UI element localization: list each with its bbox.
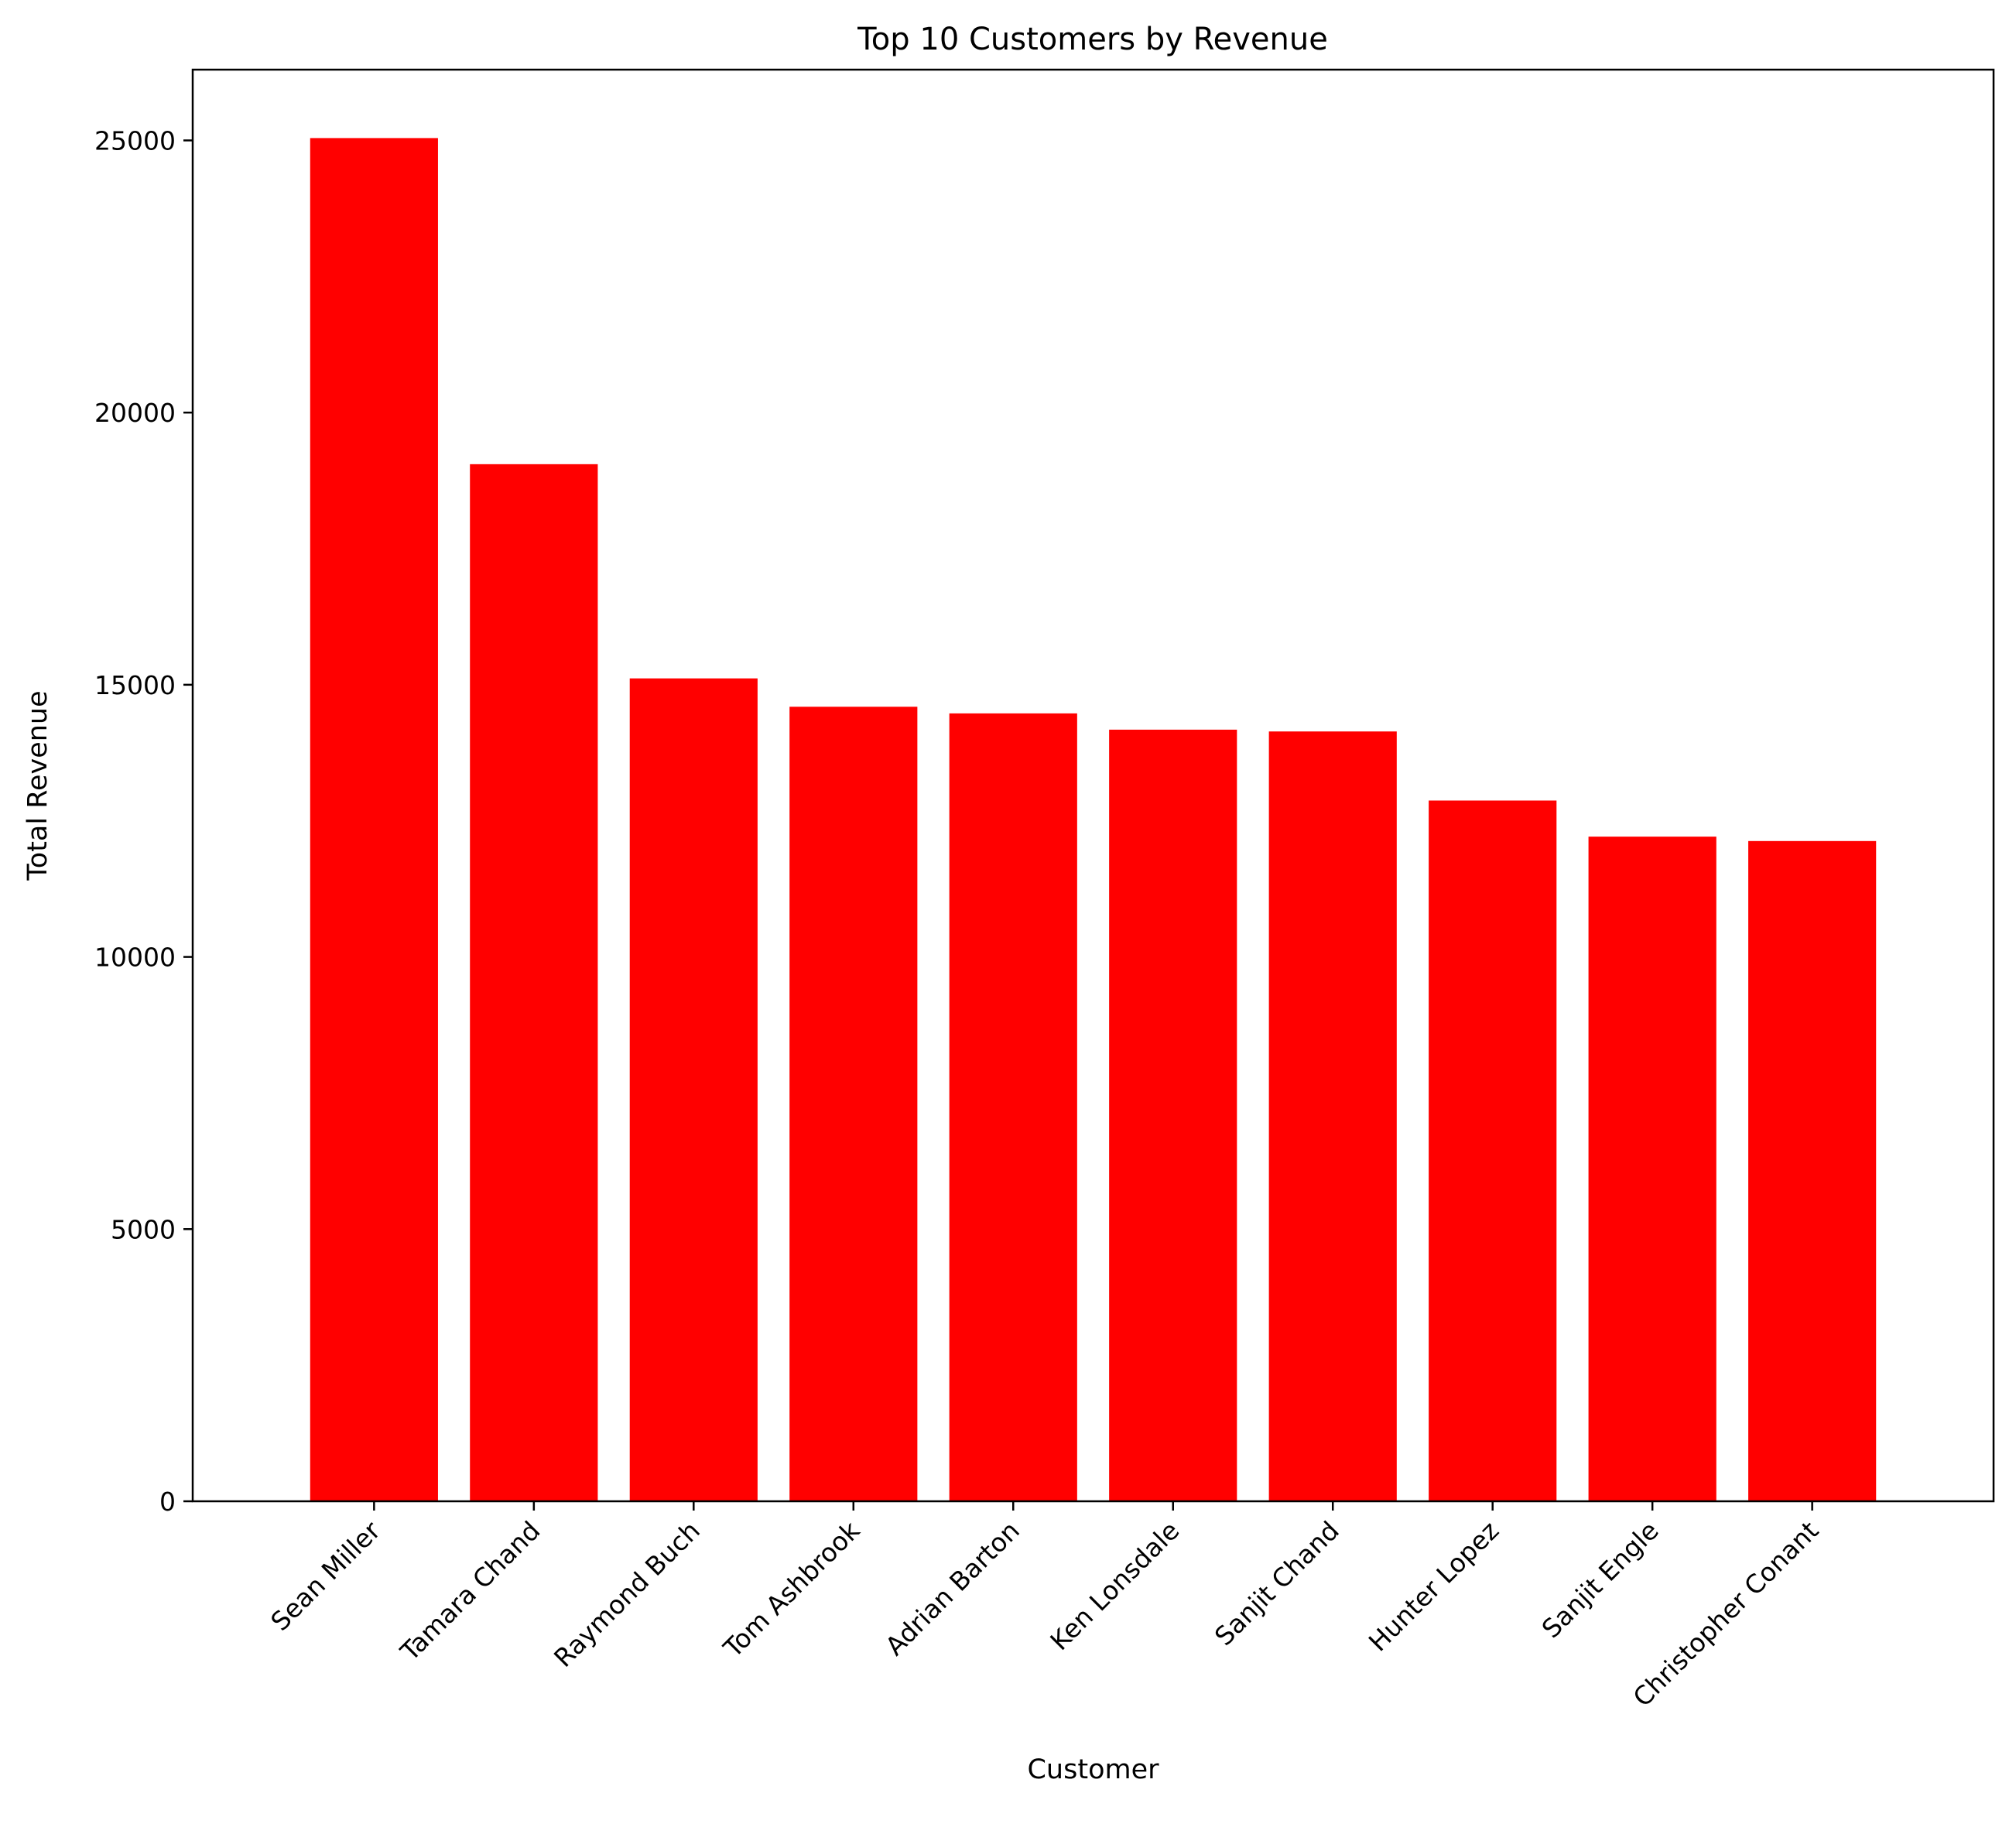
- x-axis-ticks: Sean Miller Tamara Chand Raymond Buch Tom A…: [265, 1501, 1824, 1713]
- bar-hunter-lopez: [1429, 800, 1557, 1501]
- x-tick-label: Sanjit Chand: [1209, 1515, 1345, 1651]
- plot-frame: [191, 68, 1995, 1503]
- x-tick-label: Adrian Barton: [879, 1515, 1025, 1661]
- bar-raymond-buch: [629, 678, 758, 1501]
- y-axis-title: Total Revenue: [22, 690, 53, 881]
- y-axis-ticks: 0 5000 10000 15000 20000 25000: [94, 125, 193, 1517]
- y-tick-label: 25000: [94, 125, 176, 156]
- bar-christopher-conant: [1748, 840, 1877, 1501]
- x-tick-label: Hunter Lopez: [1363, 1515, 1505, 1658]
- x-tick-label: Tamara Chand: [394, 1515, 546, 1667]
- bar-sanjit-engle: [1588, 837, 1717, 1501]
- bar-tamara-chand: [470, 464, 598, 1501]
- bars-group: [310, 138, 1877, 1501]
- y-tick-label: 15000: [94, 670, 176, 700]
- y-tick-label: 5000: [111, 1214, 176, 1244]
- x-tick-label: Raymond Buch: [548, 1515, 706, 1673]
- x-tick-label: Sanjit Engle: [1536, 1515, 1665, 1644]
- y-tick-label: 20000: [94, 398, 176, 428]
- y-tick-label: 0: [159, 1487, 176, 1517]
- chart-title: Top 10 Customers by Revenue: [857, 22, 1328, 57]
- bar-sean-miller: [310, 138, 438, 1501]
- bar-ken-lonsdale: [1109, 729, 1237, 1501]
- x-axis-title: Customer: [1027, 1754, 1159, 1785]
- x-tick-label: Sean Miller: [265, 1515, 386, 1637]
- x-tick-label: Tom Ashbrook: [717, 1514, 866, 1663]
- x-tick-label: Ken Lonsdale: [1044, 1515, 1185, 1656]
- bar-sanjit-chand: [1268, 731, 1397, 1501]
- y-tick-label: 10000: [94, 943, 176, 973]
- bar-tom-ashbrook: [789, 707, 918, 1501]
- bar-adrian-barton: [949, 713, 1077, 1501]
- x-tick-label: Christopher Conant: [1627, 1515, 1824, 1713]
